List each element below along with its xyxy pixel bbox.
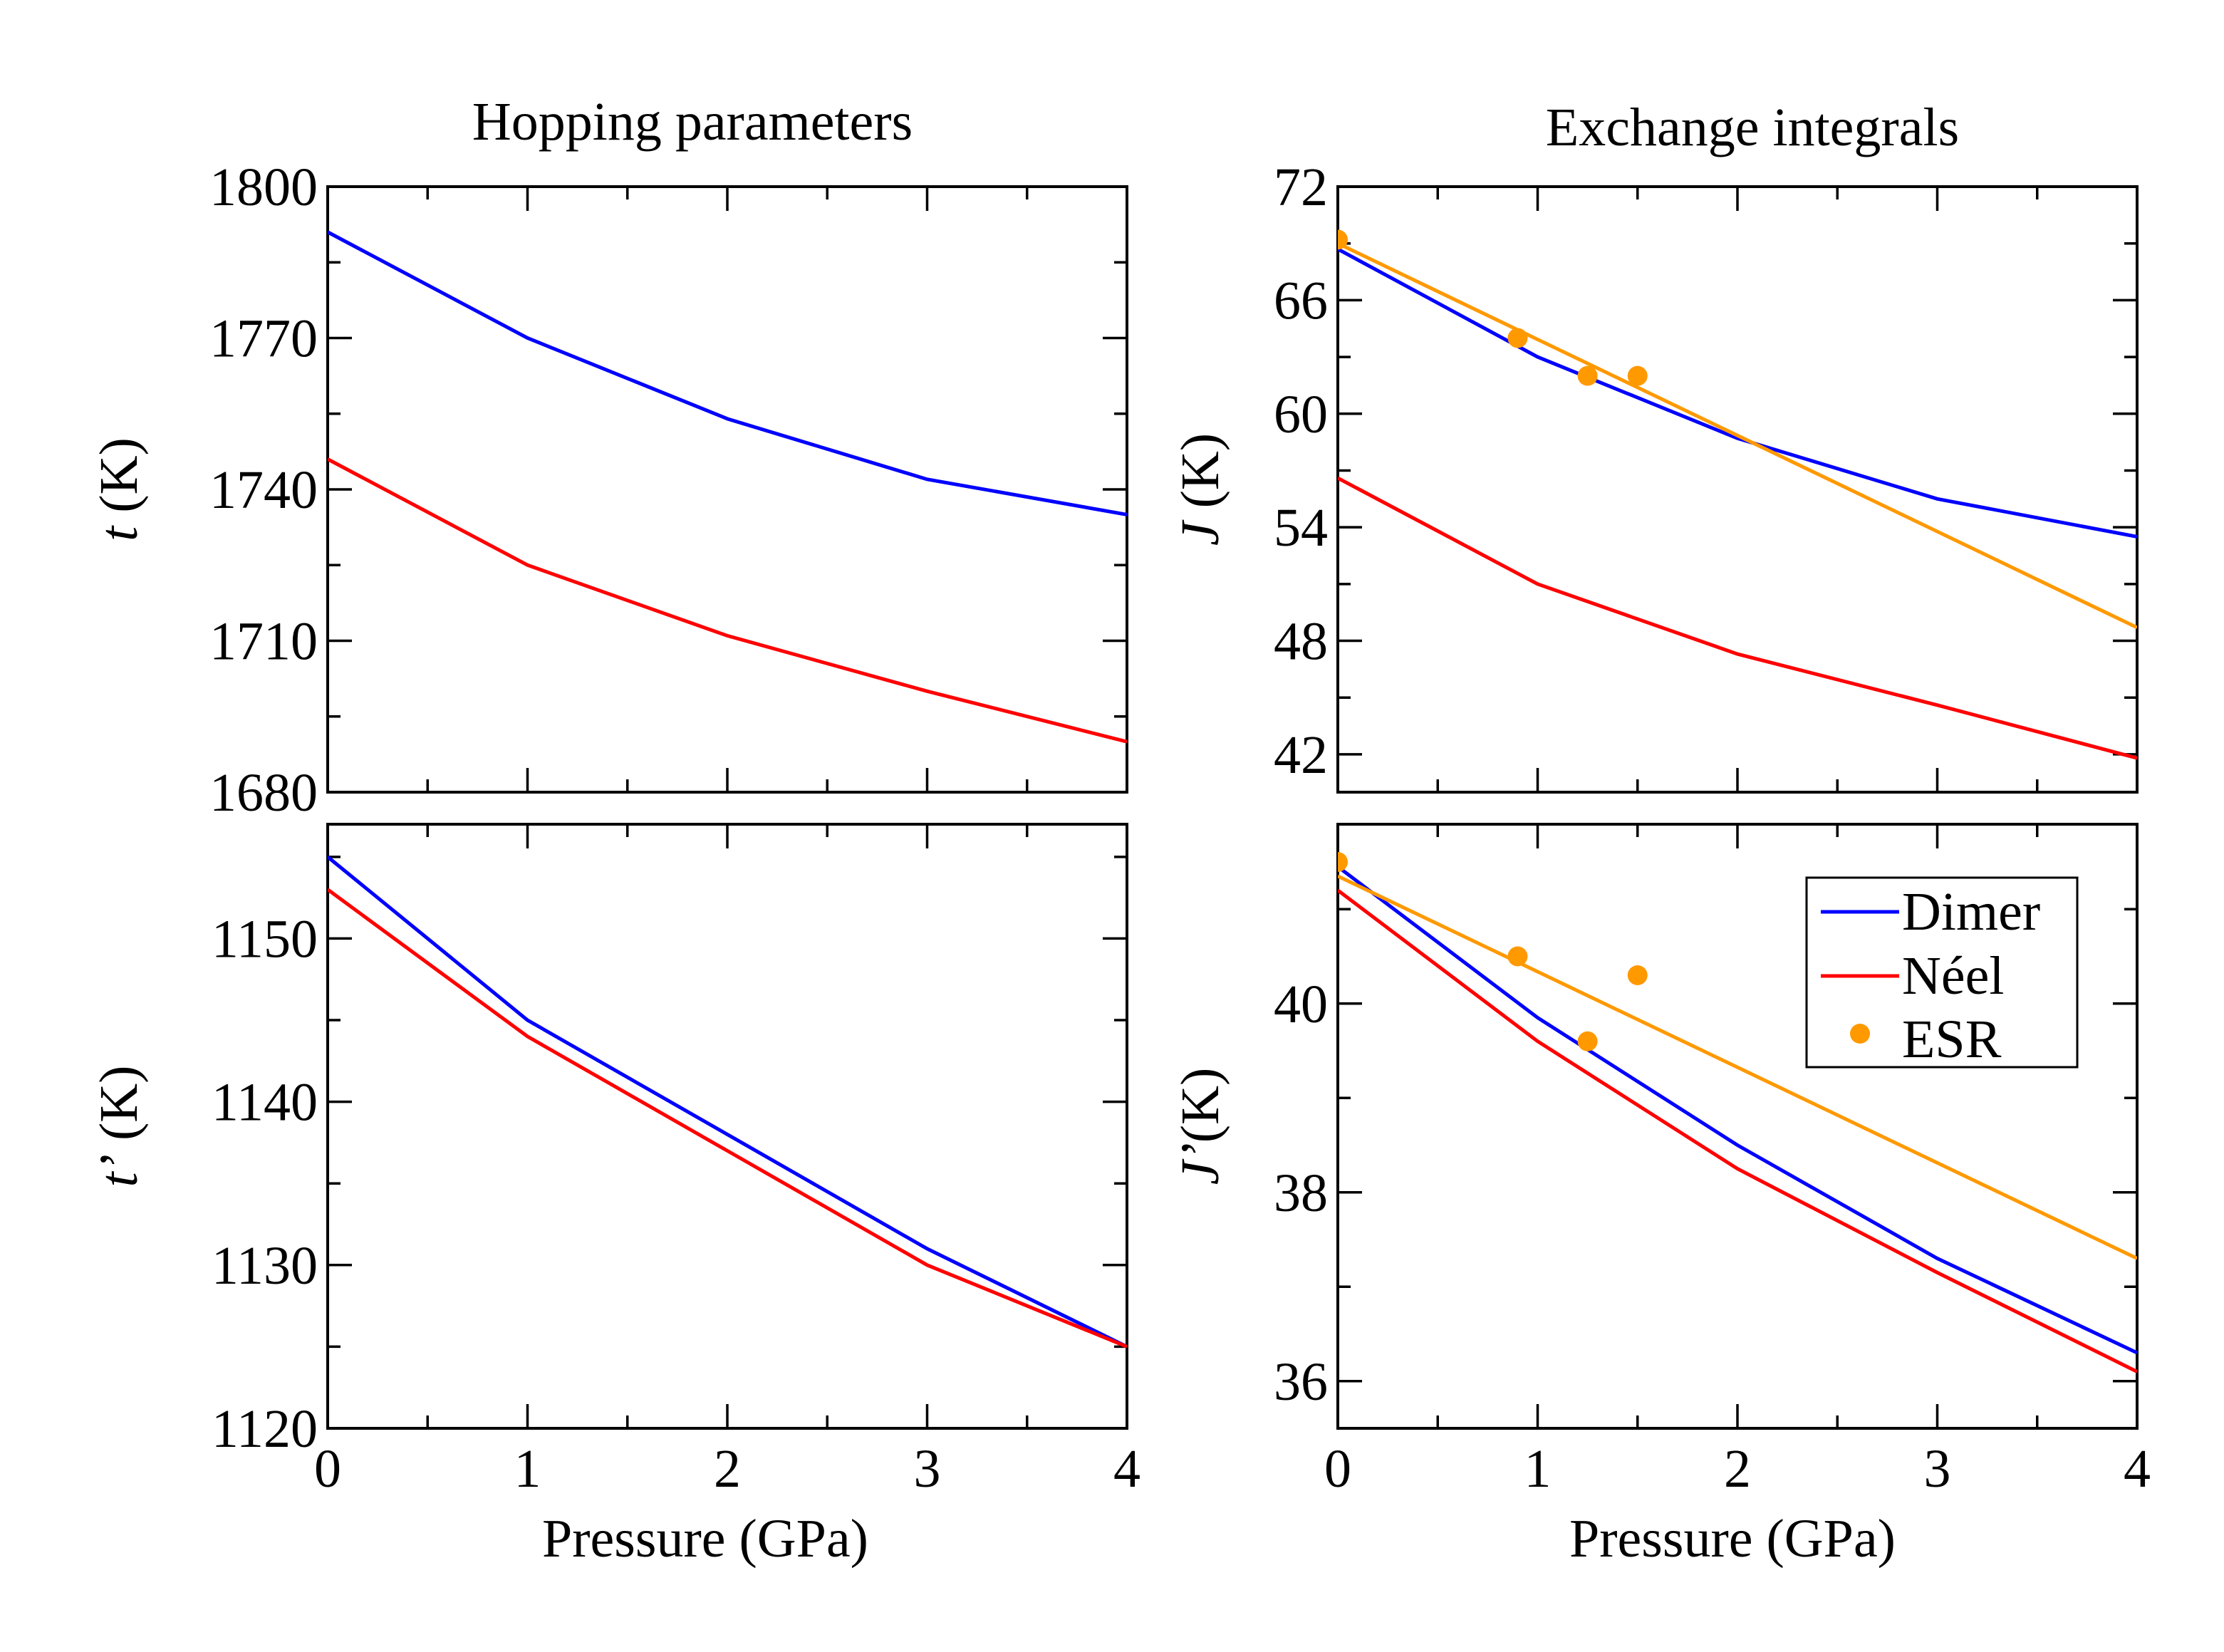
hop-t-y-axis-symbol: t: [89, 525, 149, 541]
exch-j-y-axis-label: J (K): [1170, 433, 1230, 546]
hop-tprime-x-tick-label: 3: [914, 1439, 941, 1499]
x-axis-label-right: Pressure (GPa): [1569, 1509, 1896, 1569]
exch-jprime-y-axis-unit: (K): [1170, 1068, 1230, 1143]
hop-t-y-tick-label: 1770: [209, 309, 318, 369]
hop-tprime-line-dimer: [328, 855, 1127, 1349]
legend-dimer-label: Dimer: [1902, 882, 2040, 942]
hop-t-y-axis-unit: (K): [89, 437, 149, 526]
exch-j-line-dimer: [1338, 247, 2137, 539]
exch-jprime-x-tick-label: 0: [1324, 1439, 1351, 1499]
exch-j-y-tick-label: 66: [1274, 271, 1328, 331]
exch-j-esr-point: [1627, 365, 1648, 386]
exch-jprime-line-esr-fit: [1338, 874, 2137, 1260]
hop-tprime-y-tick-label: 1130: [212, 1236, 318, 1296]
exch-j-y-tick-label: 42: [1274, 725, 1328, 785]
hop-t-y-tick-label: 1800: [209, 157, 318, 217]
exch-j-plot-frame: [1336, 185, 2139, 794]
panel-exchange-j: 42 48 54 60 66 72 J (K): [1170, 157, 2139, 794]
exch-jprime-x-tick-label: 2: [1724, 1439, 1751, 1499]
exch-jprime-line-neel: [1338, 888, 2137, 1373]
hop-tprime-y-axis-symbol: t’: [89, 1154, 149, 1187]
exch-jprime-esr-point: [1507, 946, 1528, 967]
hop-tprime-y-axis-label: t’ (K): [89, 1066, 149, 1188]
x-axis-label-left: Pressure (GPa): [542, 1509, 868, 1569]
hop-tprime-x-tick-label: 0: [314, 1439, 341, 1499]
hop-tprime-x-tick-label: 4: [1113, 1439, 1140, 1499]
panel-hopping-t: 1680 1710 1740 1770 1800 t (K): [89, 157, 1128, 823]
hop-tprime-y-tick-label: 1140: [212, 1073, 318, 1133]
left-column-title: Hopping parameters: [472, 92, 913, 152]
right-column-title: Exchange integrals: [1546, 98, 1959, 157]
legend-esr-label: ESR: [1902, 1009, 2002, 1069]
exch-j-y-tick-label: 60: [1274, 385, 1328, 445]
exch-jprime-y-tick-label: 38: [1274, 1163, 1328, 1223]
exch-jprime-esr-point: [1627, 965, 1648, 985]
exch-j-esr-point: [1577, 365, 1598, 386]
exch-jprime-x-tick-label: 3: [1924, 1439, 1951, 1499]
hop-t-y-tick-label: 1740: [209, 460, 318, 520]
exch-j-y-axis-unit: (K): [1170, 433, 1230, 522]
hop-tprime-line-neel: [328, 888, 1127, 1349]
exch-j-line-neel: [1338, 476, 2137, 760]
hop-tprime-y-tick-label: 1120: [212, 1399, 318, 1459]
exch-jprime-y-tick-label: 40: [1274, 975, 1328, 1034]
exch-j-esr-point: [1338, 229, 1348, 250]
hop-tprime-x-tick-label: 2: [714, 1439, 741, 1499]
exch-j-y-tick-label: 72: [1274, 157, 1328, 217]
hop-t-plot-frame: [326, 185, 1128, 794]
exch-jprime-y-axis-label: J’(K): [1170, 1068, 1230, 1185]
exch-jprime-y-tick-label: 36: [1274, 1352, 1328, 1412]
exch-j-line-esr-fit: [1338, 241, 2137, 630]
hop-tprime-y-tick-label: 1150: [212, 909, 318, 969]
exch-jprime-line-dimer: [1338, 865, 2137, 1355]
hop-tprime-plot-frame: [326, 823, 1128, 1430]
hop-tprime-x-tick-label: 1: [514, 1439, 541, 1499]
exch-j-y-axis-symbol: J: [1170, 519, 1230, 546]
hop-t-line-dimer: [328, 230, 1127, 516]
exch-jprime-x-tick-label: 4: [2124, 1439, 2151, 1499]
hop-t-y-tick-label: 1680: [209, 763, 318, 823]
exch-j-y-tick-label: 54: [1274, 498, 1328, 558]
hop-tprime-y-axis-unit: (K): [89, 1066, 149, 1155]
exch-jprime-y-axis-symbol: J’: [1170, 1143, 1230, 1185]
hop-t-line-neel: [328, 457, 1127, 744]
exch-j-y-tick-label: 48: [1274, 612, 1328, 672]
legend-neel-label: Néel: [1902, 946, 2004, 1006]
legend-esr-swatch: [1850, 1024, 1870, 1044]
exch-jprime-esr-point: [1577, 1031, 1598, 1051]
exch-jprime-esr-point: [1338, 852, 1348, 872]
legend: Dimer Néel ESR: [1805, 876, 2079, 1069]
hop-t-y-tick-label: 1710: [209, 612, 318, 672]
panel-hopping-tprime: 0 1 2 3 4 1120 1130 1140 1150 t’ (K): [89, 823, 1140, 1499]
exch-j-esr-point: [1507, 328, 1528, 348]
exch-jprime-x-tick-label: 1: [1524, 1439, 1552, 1499]
hop-t-y-axis-label: t (K): [89, 437, 149, 541]
